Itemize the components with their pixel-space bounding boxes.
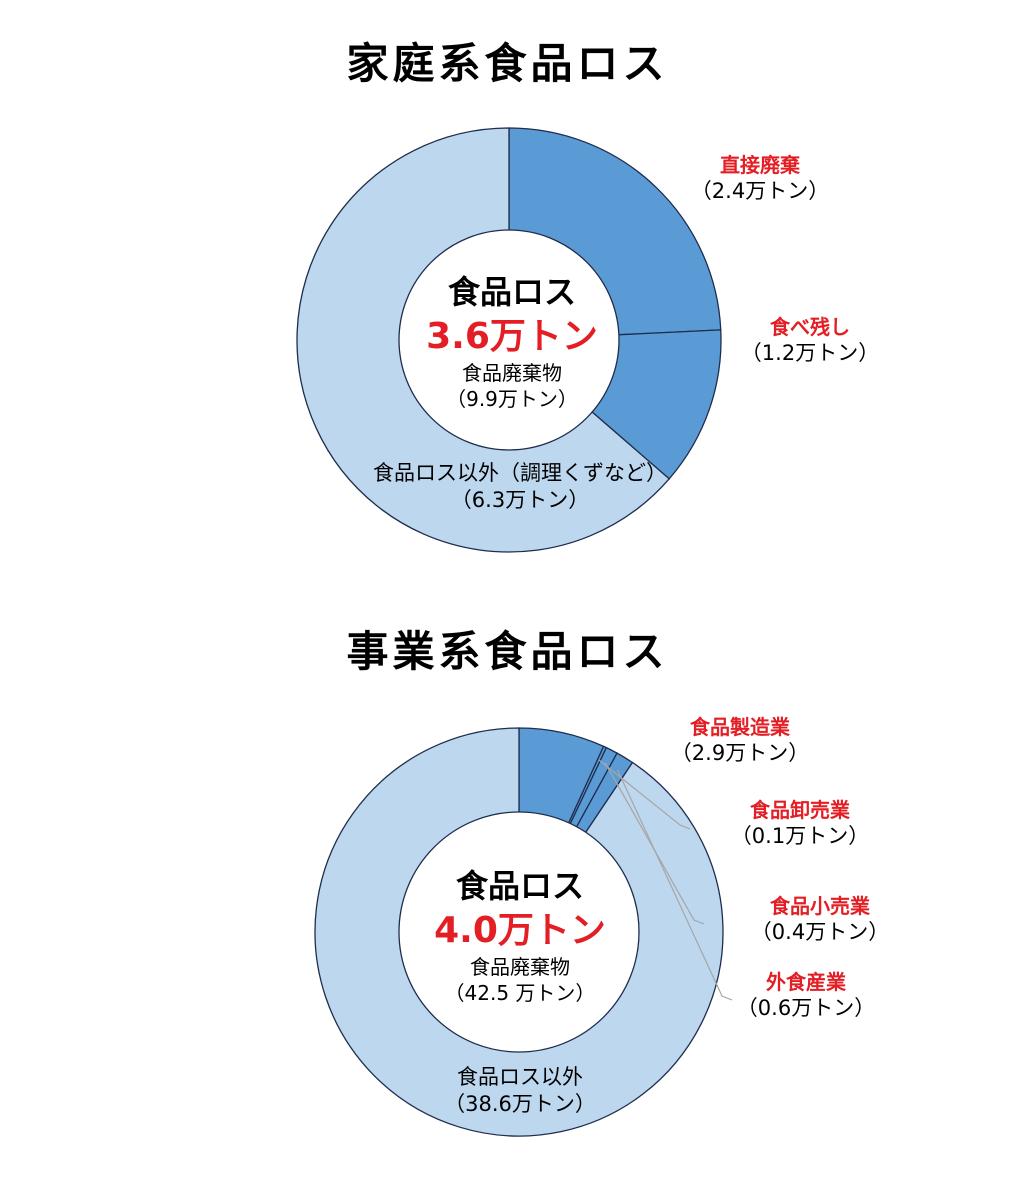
slice-value: （1.2万トン） — [740, 341, 880, 365]
slice-label-retail: 食品小売業 （0.4万トン） — [700, 893, 940, 946]
slice-name: 直接廃棄 — [720, 153, 800, 177]
slice-name: 食品ロス以外 — [457, 1065, 583, 1089]
slice-value: （2.9万トン） — [670, 741, 810, 765]
slice-name: 外食産業 — [766, 970, 846, 994]
household-chart-title: 家庭系食品ロス — [346, 39, 669, 88]
slice-name: 食品ロス以外（調理くずなど） — [373, 461, 667, 485]
slice-label-leftovers: 食べ残し （1.2万トン） — [690, 314, 930, 367]
slice-value: （38.6万トン） — [444, 1092, 596, 1117]
slice-label-manufacturing: 食品製造業 （2.9万トン） — [620, 714, 860, 767]
business-center-text: 食品ロス 4.0万トン 食品廃棄物 （42.5 万トン） — [400, 866, 640, 1006]
center-sub-label: 食品廃棄物 — [462, 361, 562, 386]
leader-line-3 — [616, 769, 733, 1001]
donut-hole-1 — [398, 811, 640, 1053]
slice-value: （0.4万トン） — [750, 920, 890, 944]
slice-value: （0.1万トン） — [730, 824, 870, 848]
slice-label-non-loss: 食品ロス以外（調理くずなど） （6.3万トン） — [320, 460, 720, 515]
slice-name: 食品製造業 — [690, 715, 790, 739]
leader-line-2 — [604, 762, 705, 925]
slice-label-business-non-loss: 食品ロス以外 （38.6万トン） — [380, 1064, 660, 1119]
slice-value: （0.6万トン） — [736, 996, 876, 1020]
slice-label-wholesale: 食品卸売業 （0.1万トン） — [680, 797, 920, 850]
slice-label-direct-disposal: 直接廃棄 （2.4万トン） — [640, 152, 880, 205]
slice-name: 食品卸売業 — [750, 798, 850, 822]
slice-label-food-service: 外食産業 （0.6万トン） — [686, 969, 926, 1022]
slice-value: （2.4万トン） — [690, 179, 830, 203]
business-chart-title: 事業系食品ロス — [346, 627, 669, 676]
center-sub-label: 食品廃棄物 — [470, 955, 570, 980]
slice-name: 食品小売業 — [770, 894, 870, 918]
center-total: 3.6万トン — [426, 315, 598, 357]
center-label: 食品ロス — [447, 273, 576, 311]
center-total: 4.0万トン — [434, 909, 606, 951]
slice-name: 食べ残し — [770, 315, 850, 339]
slice-value: （6.3万トン） — [450, 488, 590, 513]
center-label: 食品ロス — [455, 867, 584, 905]
leader-line-1 — [598, 759, 691, 830]
center-sub-total: （9.9万トン） — [446, 387, 578, 412]
donut-hole-0 — [398, 229, 620, 451]
center-sub-total: （42.5 万トン） — [444, 981, 596, 1006]
household-center-text: 食品ロス 3.6万トン 食品廃棄物 （9.9万トン） — [392, 272, 632, 412]
